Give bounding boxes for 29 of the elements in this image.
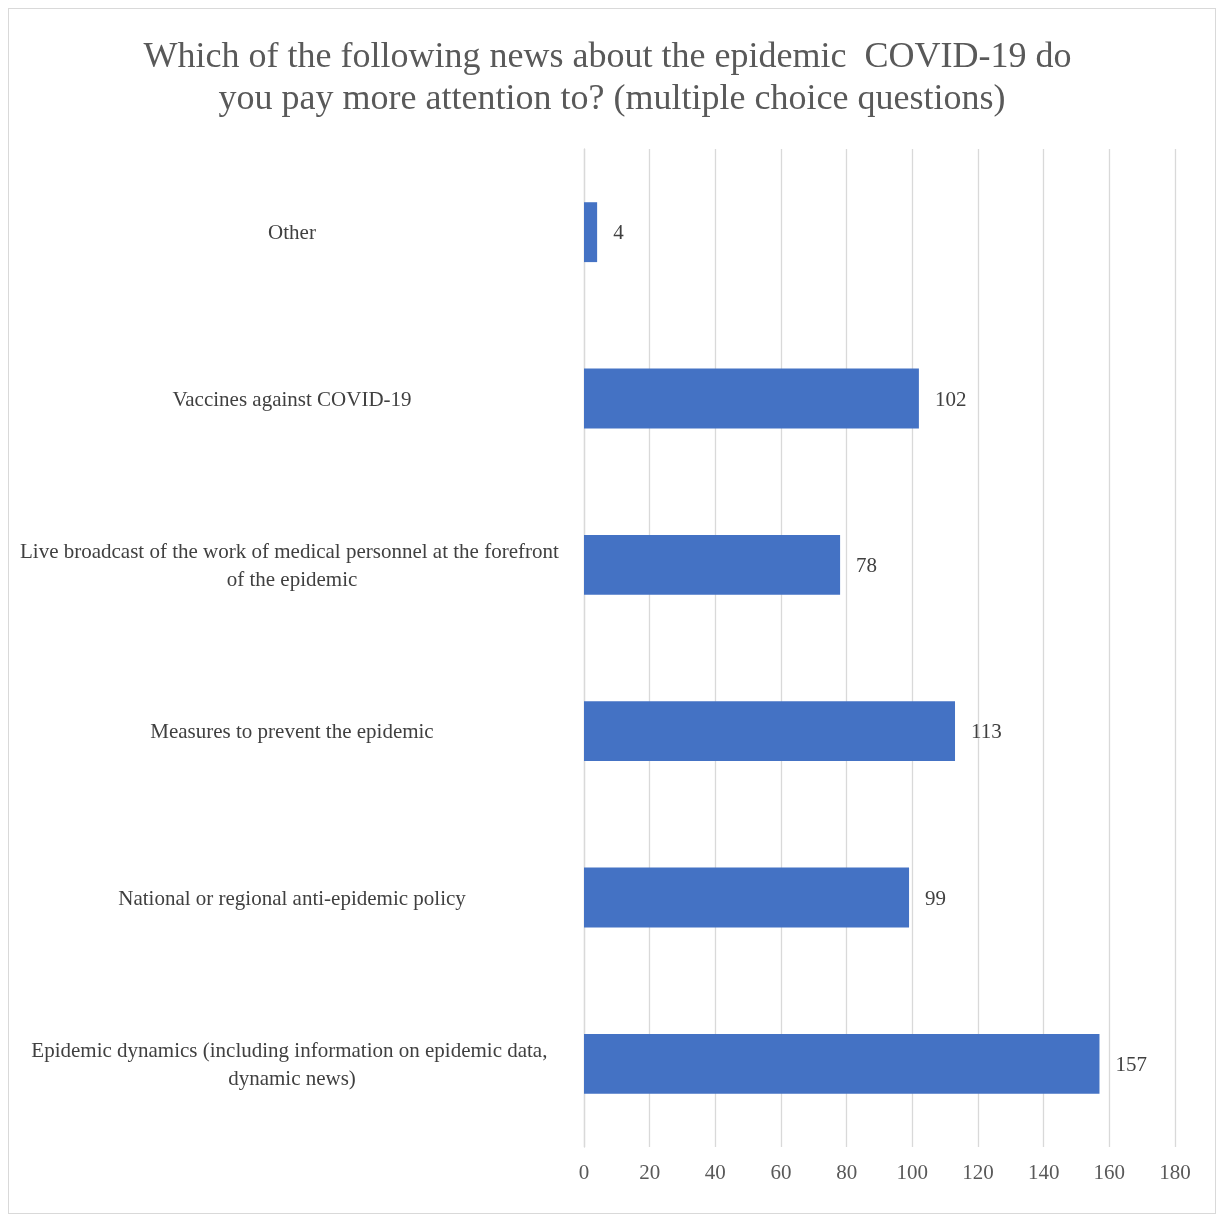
y-tick-label: Epidemic dynamics (including information on epidemic data, dynamic news)	[31, 1037, 553, 1090]
x-tick-label: 180	[1159, 1159, 1191, 1184]
x-tick-label: 100	[896, 1159, 929, 1184]
bar	[584, 368, 919, 429]
x-tick-label: 60	[770, 1159, 792, 1184]
data-label: 4	[613, 220, 625, 245]
x-tick-label: 120	[962, 1159, 994, 1184]
bar	[584, 202, 598, 263]
y-tick-label: Measures to prevent the epidemic	[150, 719, 434, 744]
x-tick-label: 0	[578, 1159, 590, 1184]
x-tick-label: 20	[639, 1159, 661, 1184]
bar	[584, 1033, 1100, 1094]
y-tick-label: National or regional anti-epidemic policy	[118, 885, 467, 910]
x-tick-label: 80	[836, 1159, 858, 1184]
y-tick-label: Live broadcast of the work of medical personnel at the forefront of the epidemic	[19, 538, 565, 591]
y-tick-label: Vaccines against COVID-19	[172, 386, 412, 411]
bar	[584, 867, 910, 928]
y-tick-label: Other	[268, 220, 316, 245]
data-label: 78	[856, 552, 878, 577]
data-label: 113	[971, 719, 1002, 744]
data-label: 157	[1115, 1051, 1147, 1076]
x-tick-label: 160	[1093, 1159, 1126, 1184]
data-label: 99	[925, 885, 947, 910]
x-tick-label: 40	[704, 1159, 726, 1184]
bar	[584, 701, 956, 762]
chart-title: Which of the following news about the epidemic COVID-19 do you pay more attention to? (multiple choice questions)	[143, 35, 1081, 117]
bar	[584, 534, 841, 595]
x-tick-label: 140	[1027, 1159, 1060, 1184]
data-label: 102	[934, 386, 967, 411]
